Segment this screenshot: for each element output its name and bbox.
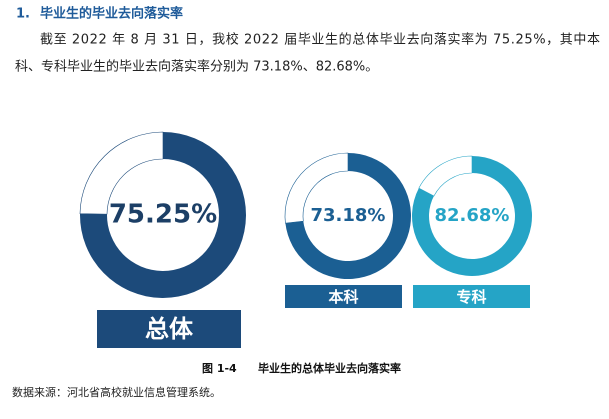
paragraph-line: 科、专科毕业生的毕业去向落实率分别为 73.18%、82.68%。 <box>15 59 378 75</box>
donut-segment <box>80 132 246 298</box>
ring-remainder <box>79 131 164 215</box>
donut-value-label: 73.18% <box>311 205 386 226</box>
caption-title: 毕业生的总体毕业去向落实率 <box>258 361 401 375</box>
category-label: 本科 <box>328 288 358 306</box>
caption-number: 图 1-4 <box>202 362 237 375</box>
heading-number: 1. <box>16 7 30 22</box>
donut-value-label: 75.25% <box>109 200 217 230</box>
category-label: 专科 <box>456 288 486 306</box>
paragraph-line: 截至 2022 年 8 月 31 日，我校 2022 届毕业生的总体毕业去向落实… <box>40 32 600 48</box>
heading-title: 毕业生的毕业去向落实率 <box>40 6 183 22</box>
ring-remainder <box>284 152 349 224</box>
source-note: 数据来源：河北省高校就业信息管理系统。 <box>12 385 221 399</box>
category-label: 总体 <box>145 315 194 343</box>
label-box <box>97 310 241 348</box>
ring-remainder <box>418 155 473 197</box>
donut-value-label: 82.68% <box>435 205 510 226</box>
label-box <box>285 285 402 308</box>
label-box <box>413 285 530 308</box>
